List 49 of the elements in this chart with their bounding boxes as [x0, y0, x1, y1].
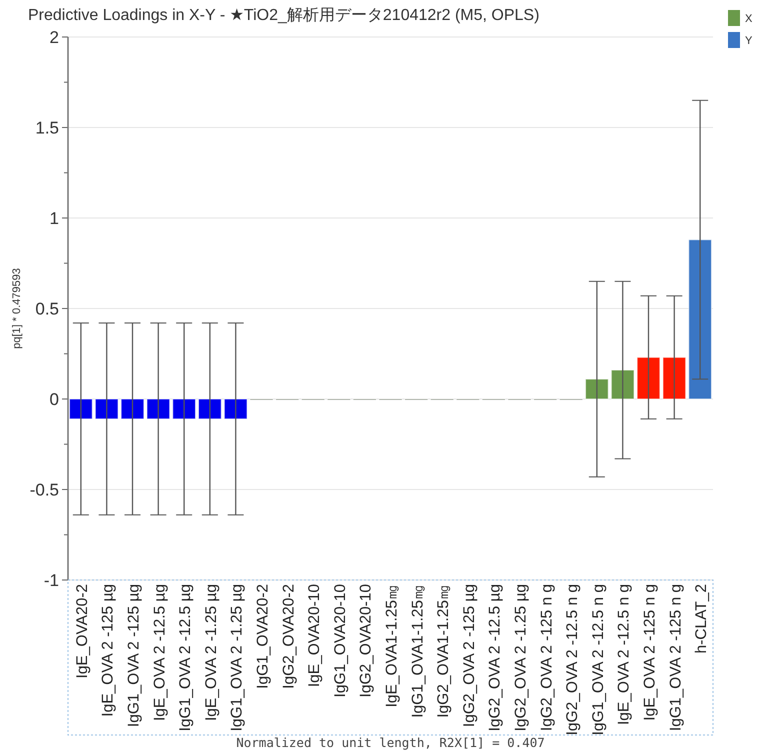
x-tick-label: IgG1_OVA 2 -125 µg: [126, 584, 142, 728]
bar: [224, 398, 248, 420]
x-tick-label: IgG2_OVA 2 -125 n g: [538, 584, 556, 732]
bar: [636, 356, 660, 400]
y-tick-label: 0.5: [35, 300, 59, 318]
bar: [610, 370, 635, 400]
x-tick-label: IgE_OVA 2 -12.5 n g: [616, 584, 633, 726]
x-tick-label: IgE_OVA20-10: [306, 584, 324, 688]
y-tick-label: -0.5: [30, 480, 59, 500]
bar: [120, 398, 144, 420]
x-tick-label: IgG1_OVA 2 -12.5 µg: [177, 584, 194, 732]
y-tick-label: 2: [50, 28, 59, 47]
x-tick-label: IgG2_OVA 2 -12.5 n g: [564, 584, 582, 736]
bar: [69, 398, 93, 420]
x-axis-title: Normalized to unit length, R2X[1] = 0.407: [236, 735, 545, 750]
x-tick-label: IgE_OVA20-2: [74, 584, 91, 678]
bar: [688, 239, 712, 400]
y-tick-label: 0: [50, 390, 59, 409]
bar: [172, 398, 196, 420]
legend-label: X: [745, 13, 753, 25]
x-tick-label: IgG2_OVA20-10: [358, 584, 375, 698]
y-tick-label: 1: [50, 209, 59, 228]
x-tick-label: IgE_OVA1-1.25㎎: [384, 584, 400, 708]
x-tick-label: IgG2_OVA1-1.25㎎: [435, 584, 452, 718]
x-tick-label: IgE_OVA 2 -125 n g: [642, 584, 658, 721]
x-tick-label: IgG1_OVA20-2: [254, 584, 272, 689]
x-tick-label: IgG2_OVA 2 -12.5 µg: [486, 584, 504, 732]
y-tick-label: 1.5: [35, 118, 59, 138]
x-tick-label: IgE_OVA 2 -1.25 µg: [202, 584, 220, 722]
x-tick-label: IgG1_OVA 2 -12.5 n g: [590, 584, 607, 736]
bar: [198, 398, 222, 420]
x-tick-label: IgG2_OVA 2 -1.25 µg: [512, 584, 530, 732]
bar: [662, 356, 686, 400]
x-tick-label: IgE_OVA 2 -125 µg: [100, 584, 117, 717]
y-axis-title: pq[1] * 0.479593: [11, 268, 23, 349]
y-tick-label: -1: [44, 571, 59, 590]
x-tick-label: IgG2_OVA20-2: [280, 584, 298, 689]
x-tick-label: IgG1_OVA20-10: [332, 584, 349, 698]
x-tick-label: IgG1_OVA1-1.25㎎: [409, 584, 426, 718]
x-tick-label: IgG2_OVA 2 -125 µg: [460, 584, 478, 728]
bar: [585, 378, 609, 400]
bar: [94, 398, 119, 420]
x-tick-label: IgE_OVA 2 -12.5 µg: [151, 584, 168, 722]
chart-title: Predictive Loadings in X-Y - ★TiO2_解析用データ210412r2 (M5, OPLS): [28, 7, 540, 24]
bar: [146, 398, 170, 420]
x-tick-label: h-CLAT_2: [693, 584, 710, 654]
legend-label: Y: [745, 35, 753, 47]
x-tick-label: IgG1_OVA 2 -1.25 µg: [228, 584, 246, 732]
x-tick-label: IgG1_OVA 2 -125 n g: [667, 584, 684, 732]
